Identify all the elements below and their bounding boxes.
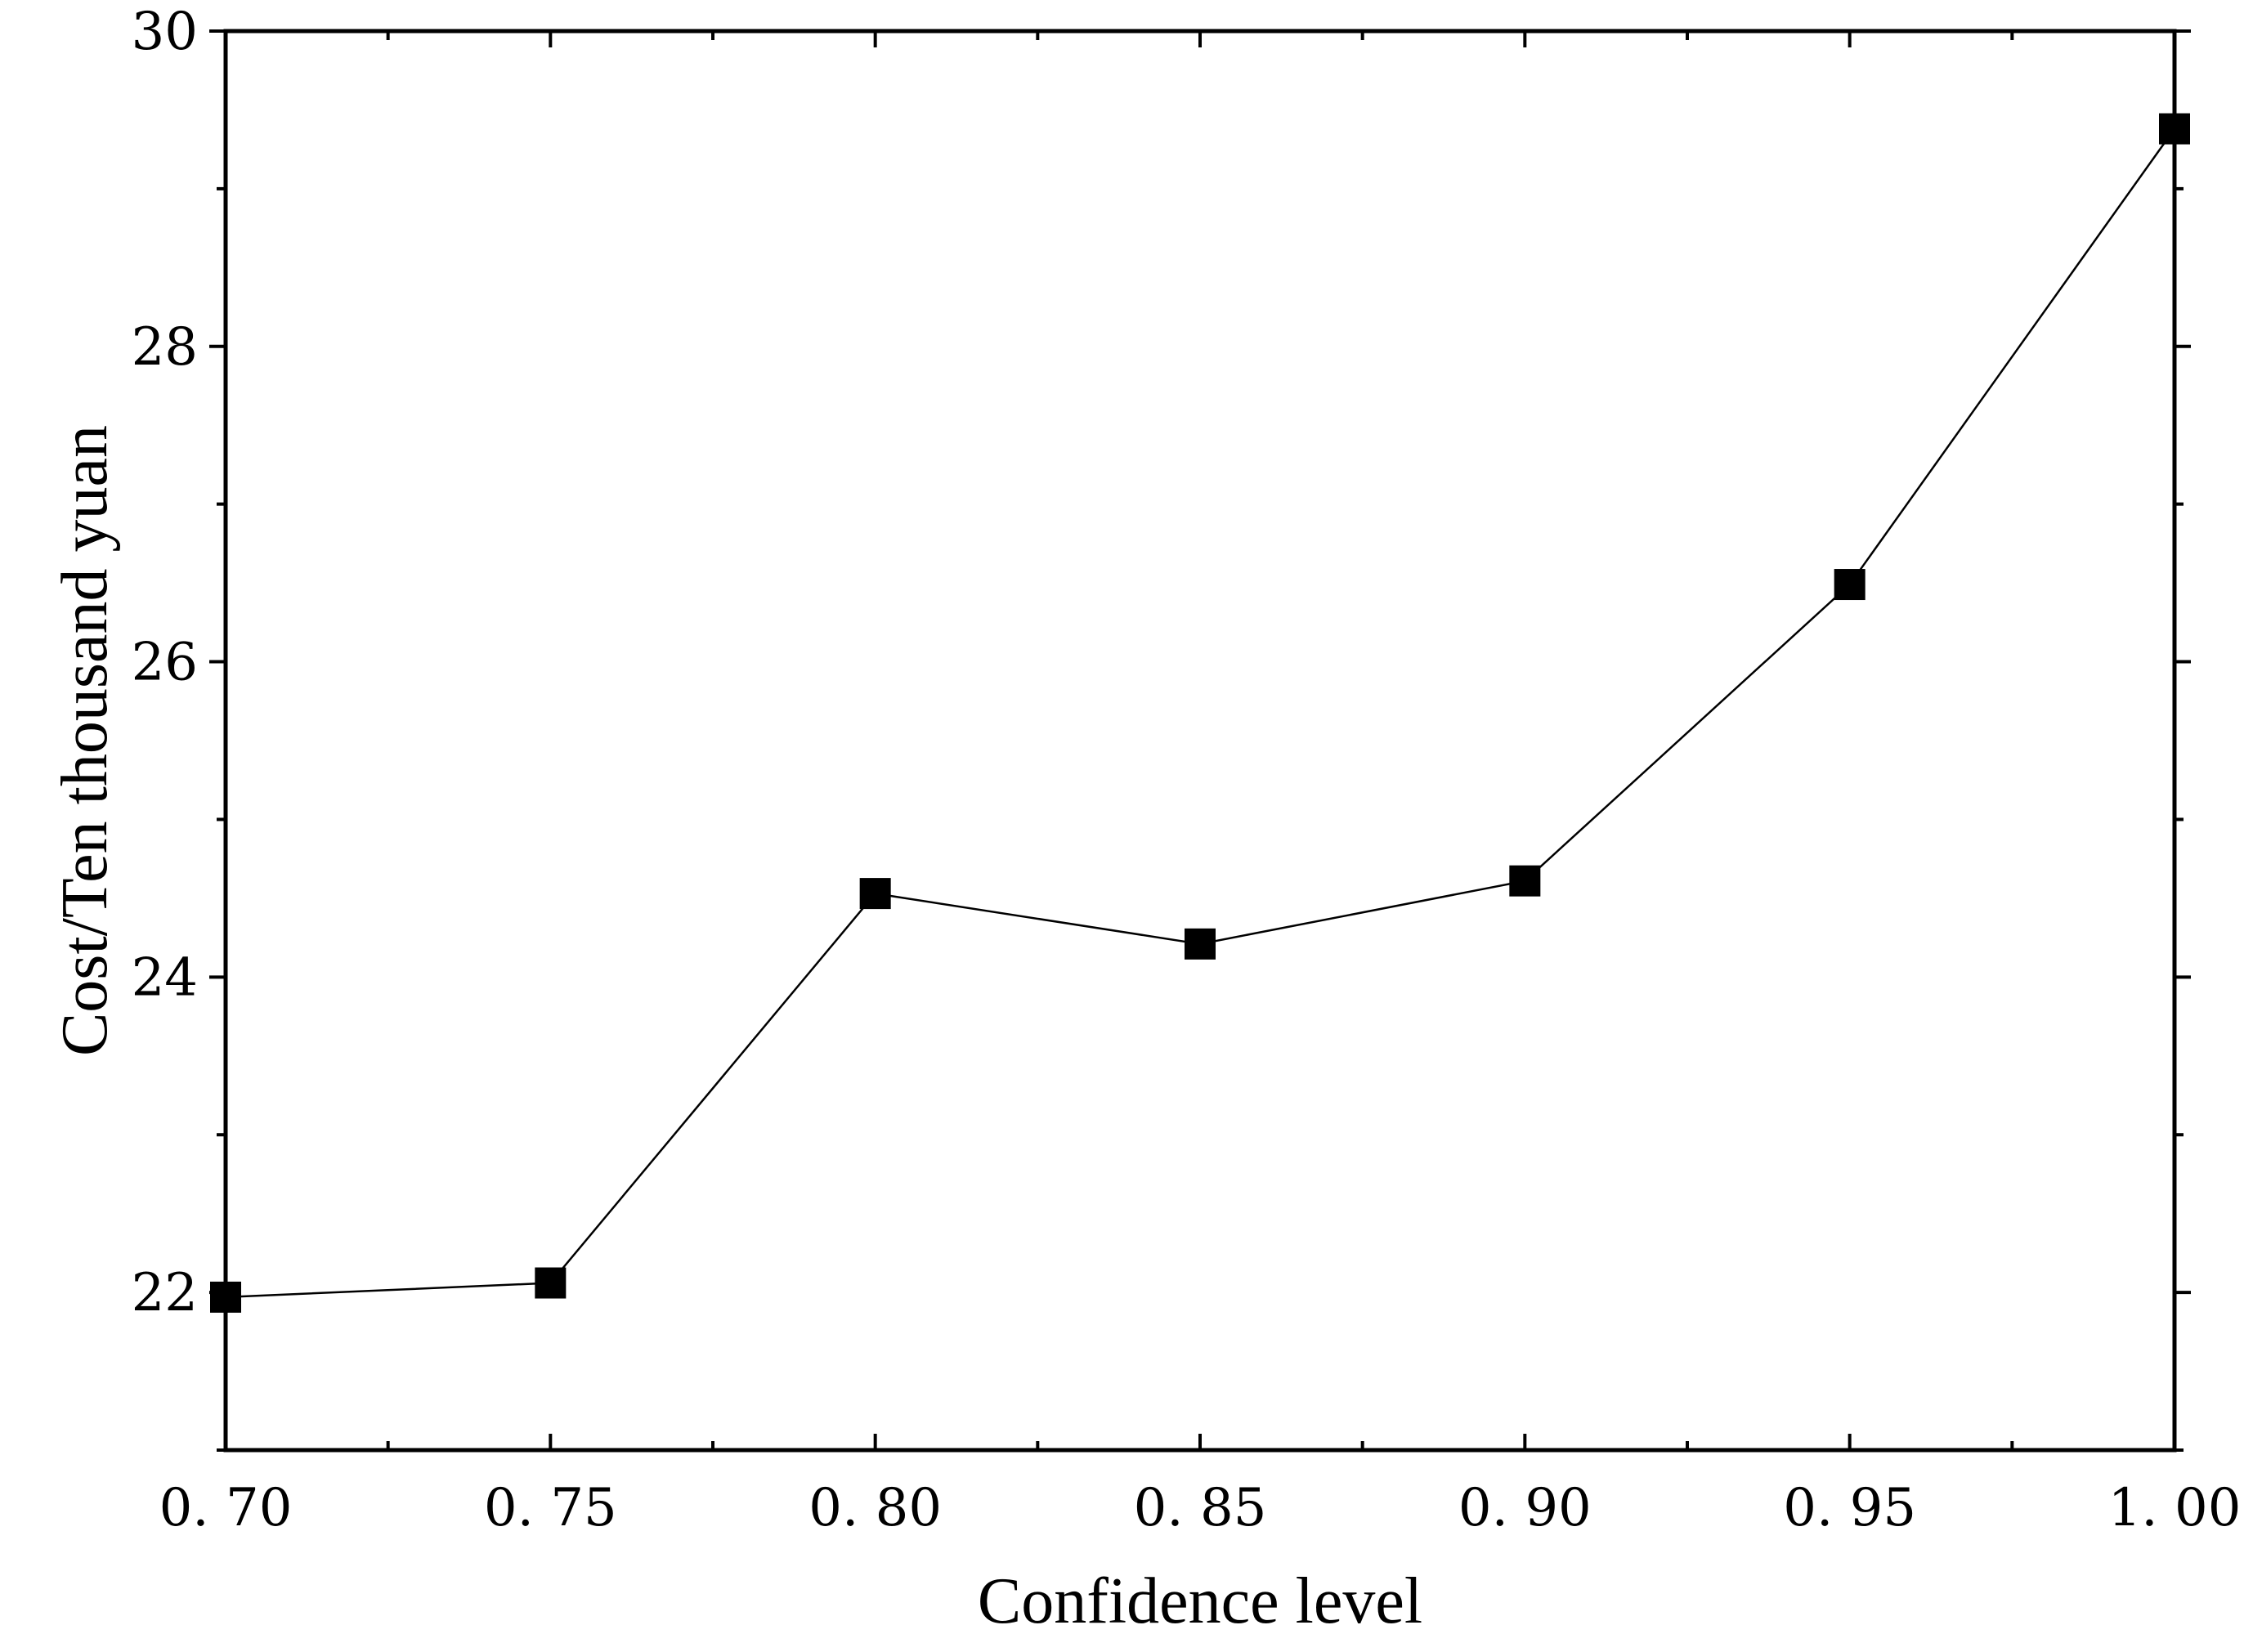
x-tick-label: 0. 85 bbox=[1134, 1478, 1267, 1538]
x-tick-labels: 0. 70 0. 75 0. 80 0. 85 0. 90 0. 95 1. 00 bbox=[159, 1478, 2242, 1538]
data-point-marker bbox=[859, 878, 891, 910]
data-point-marker bbox=[1509, 865, 1541, 897]
data-point-marker bbox=[1834, 569, 1866, 601]
y-tick-label: 28 bbox=[132, 317, 198, 378]
y-tick-label: 22 bbox=[132, 1263, 198, 1323]
series-line bbox=[225, 128, 2176, 1299]
series-group bbox=[210, 113, 2190, 1313]
y-tick-label: 24 bbox=[132, 947, 198, 1008]
x-tick-label: 0. 75 bbox=[484, 1478, 617, 1538]
x-tick-label: 0. 80 bbox=[808, 1478, 942, 1538]
x-tick-label: 0. 90 bbox=[1458, 1478, 1592, 1538]
y-tick-label: 30 bbox=[132, 2, 198, 62]
x-tick-label: 0. 95 bbox=[1783, 1478, 1916, 1538]
plot-frame bbox=[223, 29, 2177, 1453]
y-tick-label: 26 bbox=[132, 633, 198, 693]
x-tick-label: 0. 70 bbox=[159, 1478, 293, 1538]
axis-ticks bbox=[209, 29, 2191, 1452]
x-tick-label: 1. 00 bbox=[2108, 1478, 2242, 1538]
x-axis-title: Confidence level bbox=[978, 1565, 1422, 1637]
y-axis-title: Cost/Ten thousand yuan bbox=[49, 425, 121, 1056]
data-point-marker bbox=[535, 1267, 567, 1299]
y-tick-labels: 22 24 26 28 30 bbox=[132, 2, 198, 1323]
data-point-marker bbox=[1185, 928, 1216, 960]
